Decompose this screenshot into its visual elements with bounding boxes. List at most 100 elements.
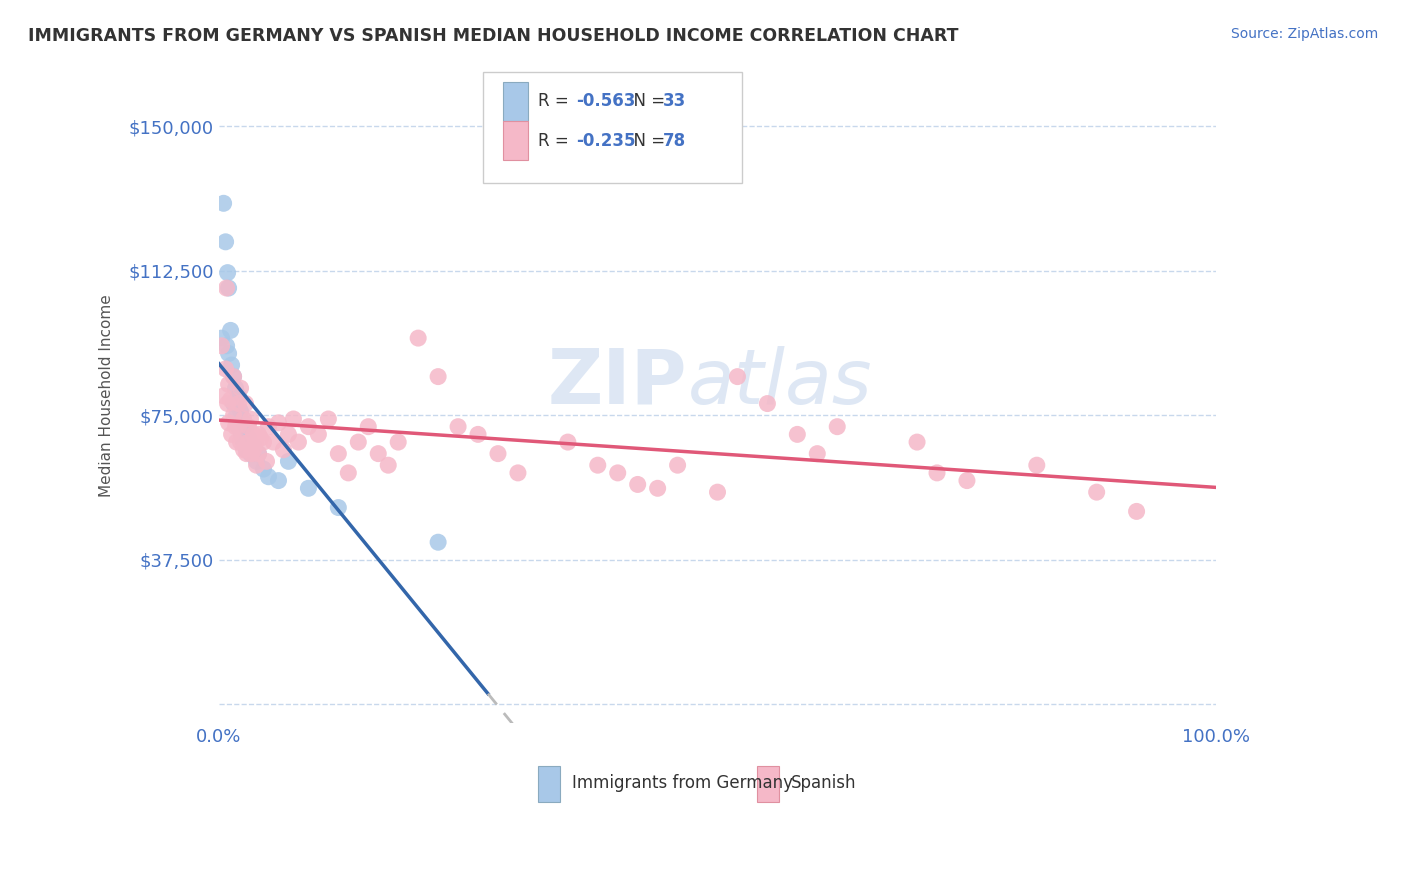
Point bbox=[238, 435, 260, 450]
Point bbox=[225, 381, 247, 395]
Point bbox=[263, 435, 285, 450]
Point bbox=[252, 462, 274, 476]
Y-axis label: Median Household Income: Median Household Income bbox=[100, 294, 114, 497]
Point bbox=[247, 447, 270, 461]
Text: Spanish: Spanish bbox=[792, 774, 856, 792]
Point bbox=[925, 466, 948, 480]
Point bbox=[211, 339, 233, 353]
Point bbox=[249, 431, 271, 445]
Text: Immigrants from Germany: Immigrants from Germany bbox=[572, 774, 793, 792]
Point bbox=[218, 416, 240, 430]
Point bbox=[586, 458, 609, 473]
Point bbox=[218, 346, 240, 360]
Point bbox=[239, 412, 262, 426]
Text: -0.235: -0.235 bbox=[576, 131, 636, 150]
Point bbox=[247, 427, 270, 442]
Point bbox=[217, 396, 239, 410]
Point bbox=[228, 396, 250, 410]
Point bbox=[252, 435, 274, 450]
Point bbox=[825, 419, 848, 434]
Point bbox=[367, 447, 389, 461]
Point bbox=[1025, 458, 1047, 473]
FancyBboxPatch shape bbox=[503, 81, 527, 121]
Point bbox=[212, 196, 235, 211]
Point bbox=[427, 369, 450, 384]
Point bbox=[238, 431, 260, 445]
Point bbox=[222, 369, 245, 384]
Text: N =: N = bbox=[623, 131, 671, 150]
Point bbox=[297, 419, 319, 434]
Point bbox=[239, 447, 262, 461]
Point bbox=[231, 427, 253, 442]
Point bbox=[467, 427, 489, 442]
Point bbox=[956, 474, 979, 488]
Point bbox=[228, 419, 250, 434]
Text: R =: R = bbox=[538, 131, 574, 150]
Point bbox=[214, 235, 236, 249]
Point bbox=[318, 412, 340, 426]
Point bbox=[211, 331, 233, 345]
Point bbox=[235, 442, 257, 457]
Point bbox=[447, 419, 470, 434]
Point bbox=[706, 485, 728, 500]
Text: 78: 78 bbox=[662, 131, 686, 150]
Point bbox=[1085, 485, 1108, 500]
Point bbox=[506, 466, 529, 480]
Point bbox=[215, 339, 238, 353]
Text: atlas: atlas bbox=[688, 346, 872, 420]
Point bbox=[212, 389, 235, 403]
Point bbox=[347, 435, 370, 450]
Point bbox=[235, 447, 257, 461]
Point bbox=[245, 454, 267, 468]
Point bbox=[232, 442, 254, 457]
Point bbox=[307, 427, 329, 442]
Point bbox=[238, 419, 260, 434]
Point bbox=[287, 435, 309, 450]
Point bbox=[257, 469, 280, 483]
Point bbox=[242, 439, 264, 453]
Point bbox=[228, 389, 250, 403]
Point bbox=[240, 447, 263, 461]
Point bbox=[214, 362, 236, 376]
Point bbox=[257, 419, 280, 434]
FancyBboxPatch shape bbox=[484, 71, 742, 183]
Point bbox=[756, 396, 779, 410]
Point bbox=[905, 435, 928, 450]
Point bbox=[245, 458, 267, 473]
Point bbox=[387, 435, 409, 450]
Point bbox=[406, 331, 429, 345]
Point bbox=[242, 427, 264, 442]
Point bbox=[377, 458, 399, 473]
Point bbox=[222, 396, 245, 410]
Point bbox=[218, 281, 240, 295]
Point bbox=[277, 454, 299, 468]
Point bbox=[232, 416, 254, 430]
Text: R =: R = bbox=[538, 92, 574, 111]
Point bbox=[256, 454, 278, 468]
Point bbox=[225, 435, 247, 450]
Point bbox=[806, 447, 828, 461]
FancyBboxPatch shape bbox=[538, 765, 560, 802]
Point bbox=[283, 412, 305, 426]
Point bbox=[627, 477, 650, 491]
FancyBboxPatch shape bbox=[503, 121, 527, 161]
Text: IMMIGRANTS FROM GERMANY VS SPANISH MEDIAN HOUSEHOLD INCOME CORRELATION CHART: IMMIGRANTS FROM GERMANY VS SPANISH MEDIA… bbox=[28, 27, 959, 45]
Point bbox=[215, 281, 238, 295]
Text: N =: N = bbox=[623, 92, 671, 111]
Text: ZIP: ZIP bbox=[548, 346, 688, 420]
Point bbox=[217, 266, 239, 280]
Point bbox=[229, 381, 252, 395]
Point bbox=[267, 416, 290, 430]
Point bbox=[228, 419, 250, 434]
Text: -0.563: -0.563 bbox=[576, 92, 636, 111]
Point bbox=[232, 412, 254, 426]
Point bbox=[229, 435, 252, 450]
Point bbox=[235, 424, 257, 438]
Point bbox=[357, 419, 380, 434]
Point bbox=[273, 442, 295, 457]
Point bbox=[221, 427, 243, 442]
Point bbox=[328, 500, 350, 515]
FancyBboxPatch shape bbox=[758, 765, 779, 802]
Point bbox=[427, 535, 450, 549]
Point bbox=[218, 377, 240, 392]
